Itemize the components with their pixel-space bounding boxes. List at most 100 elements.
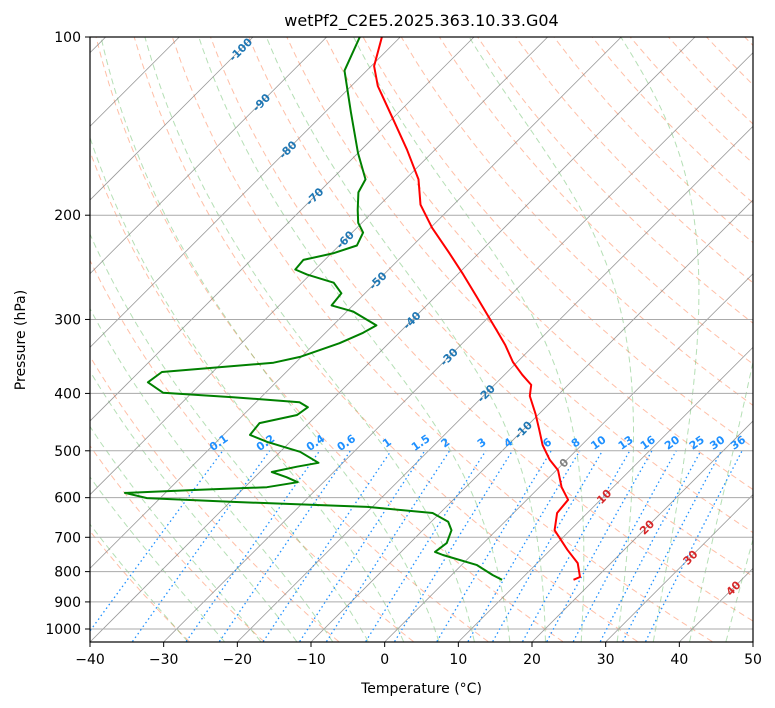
x-tick-label: 20	[523, 652, 541, 668]
dry-adiabat	[553, 37, 753, 244]
isotherm-label: 10	[594, 486, 614, 506]
mixing-ratio-line	[436, 450, 552, 642]
dry-adiabat	[744, 37, 753, 47]
isotherm	[90, 37, 254, 201]
dry-adiabat	[171, 37, 713, 642]
x-tick-label: −30	[149, 652, 179, 668]
dry-adiabat	[90, 355, 340, 642]
dry-adiabat	[95, 37, 564, 642]
moist-adiabat	[90, 523, 189, 642]
mixing-ratio-line	[572, 450, 677, 642]
moist-adiabat	[353, 37, 585, 642]
dry-adiabat	[210, 37, 753, 622]
x-tick-label: 50	[744, 652, 762, 668]
isotherm	[90, 37, 548, 496]
isotherm-label: -50	[366, 269, 389, 292]
mixing-ratio-line	[645, 450, 743, 642]
moist-adiabat	[90, 476, 225, 642]
isotherm	[458, 346, 753, 642]
isotherm	[90, 37, 475, 422]
mixing-ratio-label: 1	[380, 435, 394, 450]
plot-frame	[89, 36, 754, 643]
dry-adiabat	[133, 37, 638, 642]
y-tick-label: 600	[54, 491, 81, 507]
x-tick-label: 10	[449, 652, 467, 668]
dry-adiabat	[90, 259, 414, 642]
isotherm	[532, 420, 753, 642]
isotherm-label: -60	[334, 228, 357, 251]
moist-adiabat	[90, 307, 333, 642]
isotherm-label: -70	[303, 185, 326, 208]
dry-adiabat	[248, 37, 753, 578]
moist-adiabat	[620, 37, 700, 642]
isotherm-label: -20	[475, 382, 498, 405]
isotherm-label: -90	[250, 91, 273, 114]
dry-adiabat	[668, 37, 753, 125]
isotherm-label: 0	[557, 456, 572, 471]
isotherm-label: -80	[276, 138, 299, 161]
x-tick-label: −40	[75, 652, 105, 668]
isotherm-label: -40	[400, 309, 423, 332]
x-axis-label: Temperature (°C)	[360, 681, 482, 697]
mixing-ratio-line	[218, 450, 351, 642]
dry-adiabat	[477, 37, 753, 324]
y-tick-label: 100	[54, 30, 81, 46]
x-tick-label: 40	[670, 652, 688, 668]
mixing-ratio-line	[599, 450, 702, 642]
y-tick-label: 700	[54, 530, 81, 546]
x-tick-label: −20	[223, 652, 253, 668]
moist-adiabat	[265, 37, 546, 642]
isotherm	[384, 273, 753, 642]
moist-adiabat	[100, 37, 440, 642]
mixing-ratio-line	[467, 450, 581, 642]
isotherm-label: -30	[438, 345, 461, 368]
mixing-ratio-label: 20	[662, 433, 682, 453]
moist-adiabat	[90, 370, 298, 642]
mixing-ratio-label: 13	[616, 433, 636, 452]
y-tick-label: 300	[54, 312, 81, 328]
isotherm	[311, 199, 753, 642]
mixing-ratio-label: 16	[638, 433, 658, 453]
moist-adiabat	[689, 359, 753, 642]
mixing-ratio-line	[185, 450, 321, 642]
mixing-ratio-label: 8	[569, 435, 583, 450]
isotherm-label: -10	[512, 418, 535, 441]
moist-adiabat	[90, 425, 262, 642]
dewpoint-profile	[123, 37, 503, 581]
x-tick-label: −10	[296, 652, 326, 668]
mixing-ratio-line	[365, 450, 487, 642]
mixing-ratio-line	[90, 450, 224, 633]
mixing-ratio-line	[546, 450, 653, 642]
plot-area: 0.1 0.2 0.4 0.6 1 1.5 2 3 4 6 8 10 13 16 20 25 30 36-100-…	[90, 35, 775, 642]
y-tick-label: 500	[54, 444, 81, 460]
mixing-ratio-line	[325, 450, 451, 642]
isotherm	[237, 125, 753, 642]
isotherm-label: 40	[724, 578, 744, 598]
y-tick-label: 200	[54, 208, 81, 224]
dry-adiabat	[515, 37, 753, 284]
isotherm	[754, 37, 775, 642]
mixing-ratio-label: 2	[439, 435, 453, 450]
mixing-ratio-label: 36	[728, 433, 748, 453]
x-tick-label: 0	[380, 652, 389, 668]
mixing-ratio-line	[394, 450, 513, 642]
isotherm	[90, 37, 696, 642]
y-tick-label: 400	[54, 386, 81, 402]
y-tick-label: 800	[54, 565, 81, 581]
dry-adiabat	[324, 37, 753, 491]
temperature-profile	[373, 37, 581, 581]
mixing-ratio-line	[131, 450, 271, 642]
chart-title: wetPf2_C2E5.2025.363.10.33.G04	[284, 11, 558, 31]
dry-adiabat	[706, 37, 753, 86]
moist-adiabat	[725, 537, 753, 642]
isotherm	[163, 52, 753, 642]
isotherm-label: -100	[226, 35, 255, 64]
isotherm	[90, 37, 327, 275]
isotherm-label: 20	[637, 517, 657, 537]
isotherm	[605, 494, 753, 642]
x-tick-label: 30	[597, 652, 615, 668]
dry-adiabat	[90, 149, 489, 642]
mixing-ratio-line	[299, 450, 426, 642]
axes: −40 −30 −20 −10 0 10 20 30 40 5010020030040050060…	[45, 30, 762, 668]
dry-adiabat	[90, 444, 265, 642]
